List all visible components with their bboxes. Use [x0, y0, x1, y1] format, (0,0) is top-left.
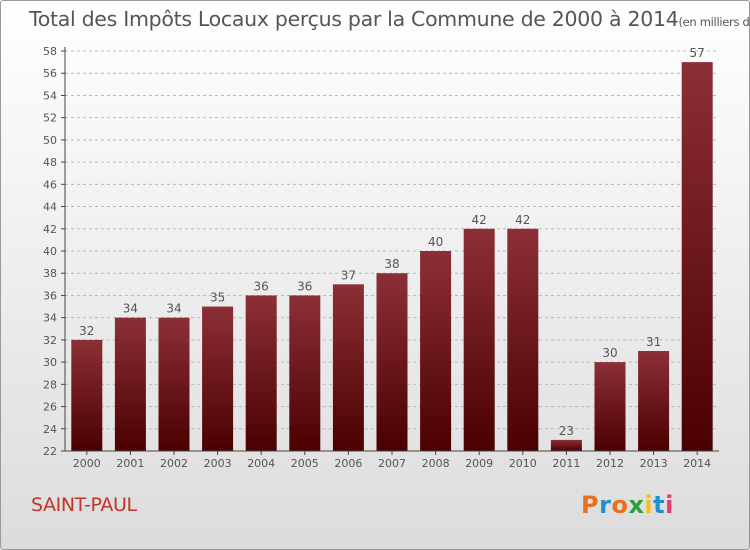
bar-value-label: 34 — [123, 302, 138, 316]
logo-letter: o — [611, 491, 629, 519]
x-tick-label: 2007 — [378, 457, 406, 470]
x-tick-label: 2012 — [596, 457, 624, 470]
proxiti-logo[interactable]: Proxiti — [581, 491, 674, 519]
y-tick-label: 24 — [43, 423, 57, 436]
bar-value-label: 42 — [515, 213, 530, 227]
y-tick-label: 58 — [43, 45, 57, 58]
y-tick-label: 56 — [43, 67, 57, 80]
bar-2010 — [507, 228, 539, 451]
bar-2011 — [550, 439, 582, 451]
x-tick-label: 2014 — [683, 457, 711, 470]
chart-unit: (en milliers d'€) — [678, 15, 750, 29]
bar-2003 — [202, 306, 234, 451]
y-tick-label: 54 — [43, 89, 57, 102]
y-tick-label: 44 — [43, 201, 57, 214]
bar-2004 — [245, 295, 277, 451]
bar-value-label: 40 — [428, 235, 443, 249]
y-tick-label: 34 — [43, 312, 57, 325]
bar-2009 — [463, 228, 495, 451]
logo-letter: x — [628, 491, 645, 519]
y-tick-label: 30 — [43, 356, 57, 369]
chart-title: Total des Impôts Locaux perçus par la Co… — [29, 7, 679, 31]
x-tick-label: 2010 — [509, 457, 537, 470]
bar-2002 — [158, 317, 190, 451]
bar-value-label: 38 — [384, 257, 399, 271]
bar-value-label: 32 — [79, 324, 94, 338]
bar-2000 — [71, 339, 103, 451]
tick-labels: 22 24 26 28 30 32 34 36 38 40 42 44 46 48 50 52 54 56 58 32… — [43, 45, 711, 470]
y-tick-label: 38 — [43, 267, 57, 280]
x-tick-label: 2009 — [465, 457, 493, 470]
y-tick-label: 48 — [43, 156, 57, 169]
logo-letter: P — [581, 491, 600, 519]
x-tick-label: 2006 — [334, 457, 362, 470]
y-tick-label: 50 — [43, 134, 57, 147]
x-tick-label: 2013 — [640, 457, 668, 470]
bar-value-label: 36 — [254, 279, 269, 293]
logo-letter: i — [665, 491, 674, 519]
logo-letter: r — [599, 491, 612, 519]
bar-value-label: 23 — [559, 424, 574, 438]
bar-2013 — [638, 351, 670, 451]
logo-letter: i — [644, 491, 654, 519]
y-tick-label: 46 — [43, 178, 57, 191]
bar-2008 — [420, 251, 452, 451]
bar-2014 — [681, 62, 713, 451]
x-tick-label: 2003 — [204, 457, 232, 470]
bar-value-label: 36 — [297, 279, 312, 293]
bar-2006 — [332, 284, 364, 451]
x-tick-label: 2005 — [291, 457, 319, 470]
x-tick-label: 2001 — [116, 457, 144, 470]
bar-value-label: 42 — [472, 213, 487, 227]
x-tick-label: 2000 — [73, 457, 101, 470]
y-tick-label: 28 — [43, 378, 57, 391]
y-tick-label: 22 — [43, 445, 57, 458]
logo-letter: t — [653, 491, 666, 519]
bar-value-label: 37 — [341, 268, 356, 282]
y-tick-label: 40 — [43, 245, 57, 258]
bar-2012 — [594, 362, 626, 451]
axes — [61, 47, 719, 455]
bar-2001 — [114, 317, 146, 451]
bar-value-label: 34 — [166, 302, 181, 316]
bar-value-label: 31 — [646, 335, 661, 349]
y-tick-label: 52 — [43, 112, 57, 125]
bar-value-label: 57 — [690, 46, 705, 60]
bars — [71, 62, 713, 451]
bar-2005 — [289, 295, 321, 451]
x-tick-label: 2004 — [247, 457, 275, 470]
y-tick-label: 36 — [43, 289, 57, 302]
bar-2007 — [376, 273, 408, 451]
y-tick-label: 42 — [43, 223, 57, 236]
y-tick-label: 32 — [43, 334, 57, 347]
chart-title-block: Total des Impôts Locaux perçus par la Co… — [29, 7, 750, 31]
y-tick-label: 26 — [43, 401, 57, 414]
x-tick-label: 2011 — [552, 457, 580, 470]
x-tick-label: 2008 — [422, 457, 450, 470]
x-tick-label: 2002 — [160, 457, 188, 470]
bar-value-label: 35 — [210, 291, 225, 305]
commune-name: SAINT-PAUL — [31, 494, 137, 516]
bar-value-label: 30 — [602, 346, 617, 360]
